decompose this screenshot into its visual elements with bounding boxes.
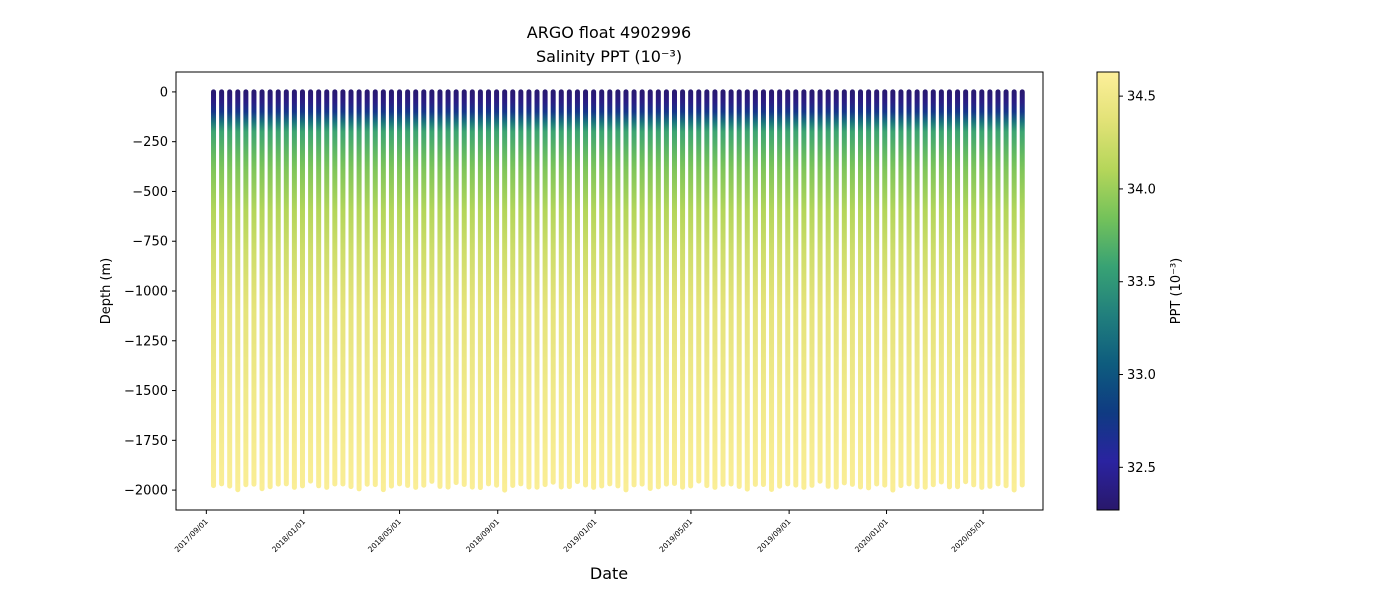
y-tick-label: −1250 xyxy=(124,334,168,349)
chart-title-line1: ARGO float 4902996 xyxy=(527,23,691,42)
colorbar-axis: 32.5 33.0 33.5 34.0 34.5 xyxy=(1119,90,1156,476)
y-tick-label: −250 xyxy=(132,135,168,150)
y-tick-label: −500 xyxy=(132,185,168,200)
x-tick-label: 2018/05/01 xyxy=(366,517,403,554)
x-tick-label: 2019/05/01 xyxy=(657,517,694,554)
colorbar-tick-label: 33.5 xyxy=(1127,275,1156,290)
x-axis-title: Date xyxy=(590,564,628,583)
y-axis-title: Depth (m) xyxy=(99,258,114,325)
colorbar-label: PPT (10⁻³) xyxy=(1169,258,1184,325)
colorbar-tick-label: 34.5 xyxy=(1127,90,1156,105)
colorbar xyxy=(1096,71,1120,511)
chart-title-line2: Salinity PPT (10⁻³) xyxy=(536,47,682,66)
x-tick-label: 2017/09/01 xyxy=(173,517,210,554)
y-tick-label: −2000 xyxy=(124,484,168,499)
colorbar-tick-label: 32.5 xyxy=(1127,461,1156,476)
x-tick-label: 2018/09/01 xyxy=(464,517,501,554)
x-tick-label: 2019/01/01 xyxy=(562,517,599,554)
x-tick-label: 2019/09/01 xyxy=(756,517,793,554)
y-tick-label: 0 xyxy=(160,85,168,100)
y-tick-label: −1500 xyxy=(124,384,168,399)
y-tick-label: −1750 xyxy=(124,434,168,449)
y-axis: 0 −250 −500 −750 −1000 −1250 −1500 −1750 −2000 xyxy=(124,85,176,499)
x-axis: 2017/09/01 2018/01/01 2018/05/01 2018/09/01… xyxy=(173,510,987,554)
profiles-group xyxy=(211,89,1025,493)
x-tick-label: 2020/01/01 xyxy=(853,517,890,554)
colorbar-tick-label: 33.0 xyxy=(1127,368,1156,383)
colorbar-tick-label: 34.0 xyxy=(1127,182,1156,197)
x-tick-label: 2020/05/01 xyxy=(950,517,987,554)
x-tick-label: 2018/01/01 xyxy=(270,517,307,554)
y-tick-label: −1000 xyxy=(124,285,168,300)
y-tick-label: −750 xyxy=(132,235,168,250)
